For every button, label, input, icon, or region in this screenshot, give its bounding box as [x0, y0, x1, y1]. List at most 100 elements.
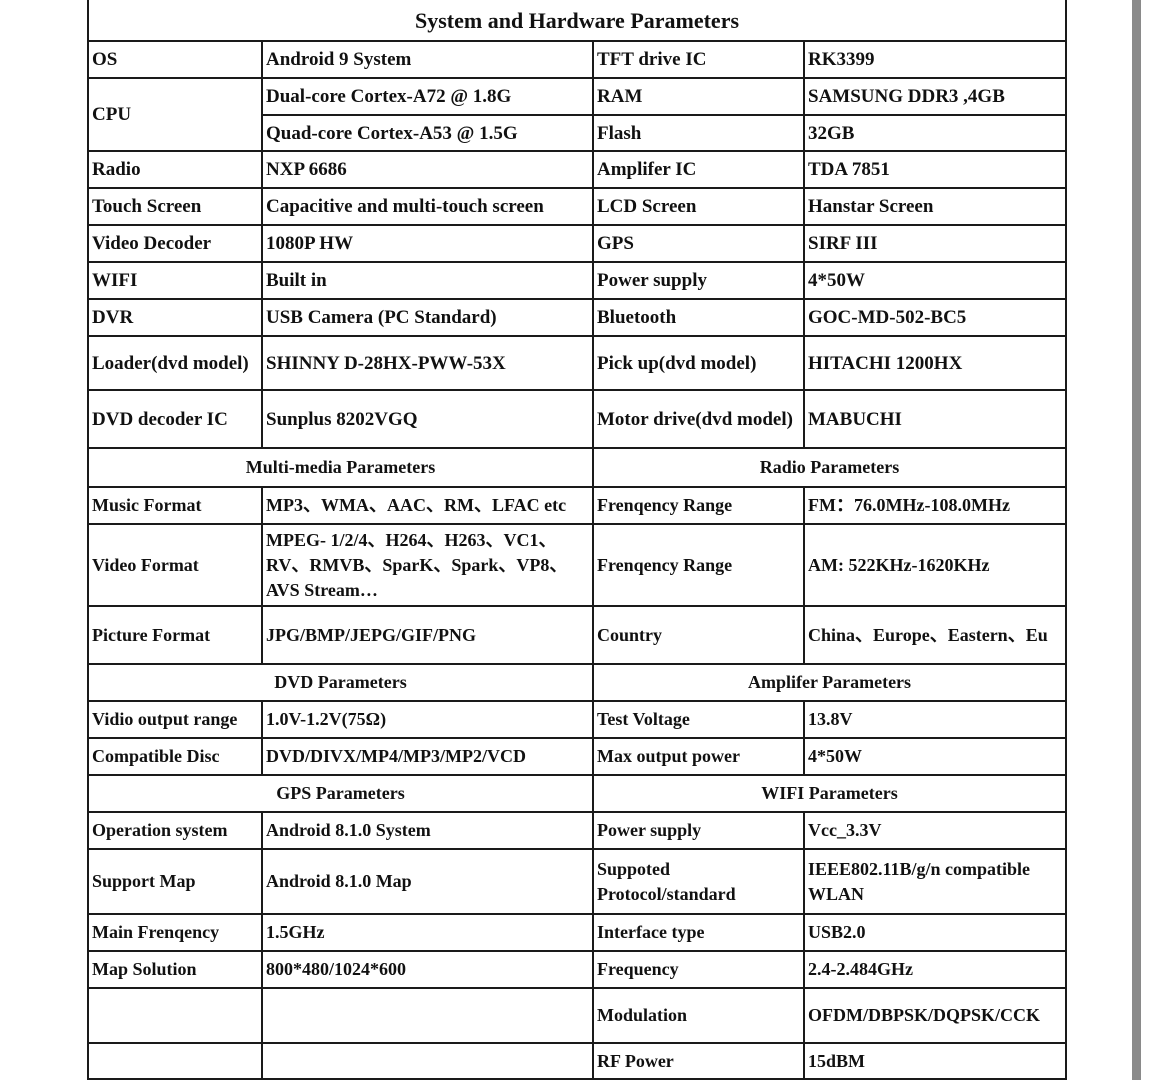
param-label: Radio [87, 150, 263, 189]
param-label: Map Solution [87, 950, 263, 989]
param-value [261, 987, 594, 1044]
param-value: Hanstar Screen [802, 187, 1068, 226]
section-title: Amplifer Parameters [591, 663, 1068, 702]
param-label: Touch Screen [87, 187, 263, 226]
param-value: SIRF III [802, 224, 1068, 263]
param-label: Vidio output range [87, 700, 263, 739]
param-label: CPU [87, 77, 263, 152]
param-label: RAM [592, 77, 805, 116]
param-value: 800*480/1024*600 [261, 950, 594, 989]
table-row: CPU Dual-core Cortex-A72 @ 1.8G RAM SAMSUNG… [87, 77, 1068, 152]
table-row: Video Format MPEG- 1/2/4、H264、H263、VC1、RV… [87, 523, 1068, 607]
spec-table: System and Hardware Parameters OS Android… [86, 0, 1068, 1080]
param-value: 1.0V-1.2V(75Ω) [261, 700, 594, 739]
param-value: TDA 7851 [802, 150, 1068, 189]
param-label: Test Voltage [592, 700, 805, 739]
section-title: WIFI Parameters [591, 774, 1068, 813]
param-label: Max output power [592, 737, 805, 776]
param-label: Music Format [87, 486, 263, 525]
param-label: WIFI [87, 261, 263, 300]
table-row: Radio NXP 6686 Amplifer IC TDA 7851 [87, 150, 1068, 189]
param-value: Quad-core Cortex-A53 @ 1.5G [261, 114, 594, 152]
param-value: 13.8V [802, 700, 1068, 739]
param-value: 1080P HW [261, 224, 594, 263]
param-label: DVR [87, 298, 263, 337]
param-value: Dual-core Cortex-A72 @ 1.8G [261, 77, 594, 116]
param-label: Country [592, 605, 805, 665]
param-label: Flash [592, 114, 805, 152]
param-label [87, 1042, 263, 1080]
param-label: Main Frenqency [87, 913, 263, 952]
param-label: Video Decoder [87, 224, 263, 263]
param-label: Support Map [87, 848, 263, 915]
param-label: Operation system [87, 811, 263, 850]
table-row: DVD decoder IC Sunplus 8202VGQ Motor drive… [87, 389, 1068, 449]
param-label: TFT drive IC [592, 40, 805, 79]
param-value: Vcc_3.3V [802, 811, 1068, 850]
scrollbar[interactable] [1132, 0, 1141, 1080]
section-header-row: GPS Parameters WIFI Parameters [87, 774, 1068, 813]
param-value: AM: 522KHz-1620KHz [802, 523, 1068, 607]
param-value: MP3、WMA、AAC、RM、LFAC etc [261, 486, 594, 525]
param-value: Built in [261, 261, 594, 300]
table-row: WIFI Built in Power supply 4*50W [87, 261, 1068, 300]
param-label: Picture Format [87, 605, 263, 665]
section-title: Multi-media Parameters [87, 447, 594, 488]
table-row: OS Android 9 System TFT drive IC RK3399 [87, 40, 1068, 79]
table-row: Support Map Android 8.1.0 Map Suppoted Pro… [87, 848, 1068, 915]
param-value: NXP 6686 [261, 150, 594, 189]
param-value: 2.4-2.484GHz [802, 950, 1068, 989]
param-value: Capacitive and multi-touch screen [261, 187, 594, 226]
param-label: Video Format [87, 523, 263, 607]
param-value: RK3399 [802, 40, 1068, 79]
table-row: Loader(dvd model) SHINNY D-28HX-PWW-53X Pi… [87, 335, 1068, 391]
table-row: Map Solution 800*480/1024*600 Frequency 2.4… [87, 950, 1068, 989]
param-value: 1.5GHz [261, 913, 594, 952]
section-title: Radio Parameters [591, 447, 1068, 488]
param-value: MABUCHI [802, 389, 1068, 449]
param-label: LCD Screen [592, 187, 805, 226]
param-value: FM：76.0MHz-108.0MHz [802, 486, 1068, 525]
param-label: Motor drive(dvd model) [592, 389, 805, 449]
table-row: Vidio output range 1.0V-1.2V(75Ω) Test Vol… [87, 700, 1068, 739]
section-header-row: Multi-media Parameters Radio Parameters [87, 447, 1068, 488]
param-label: Power supply [592, 811, 805, 850]
param-value: 4*50W [802, 261, 1068, 300]
table-row: Operation system Android 8.1.0 System Powe… [87, 811, 1068, 850]
param-label: Pick up(dvd model) [592, 335, 805, 391]
param-label: DVD decoder IC [87, 389, 263, 449]
param-value: Android 8.1.0 Map [261, 848, 594, 915]
table-row: Music Format MP3、WMA、AAC、RM、LFAC etc Frenq… [87, 486, 1068, 525]
param-value: MPEG- 1/2/4、H264、H263、VC1、RV、RMVB、SparK、… [261, 523, 594, 607]
table-row: Modulation OFDM/DBPSK/DQPSK/CCK [87, 987, 1068, 1044]
param-value: 15dBM [802, 1042, 1068, 1080]
table-row: RF Power 15dBM [87, 1042, 1068, 1080]
param-value: Android 9 System [261, 40, 594, 79]
param-value: IEEE802.11B/g/n compatible WLAN [802, 848, 1068, 915]
param-value: GOC-MD-502-BC5 [802, 298, 1068, 337]
param-value: 32GB [802, 114, 1068, 152]
table-row: Compatible Disc DVD/DIVX/MP4/MP3/MP2/VCD M… [87, 737, 1068, 776]
table-row: Video Decoder 1080P HW GPS SIRF III [87, 224, 1068, 263]
param-label: Compatible Disc [87, 737, 263, 776]
param-label: Interface type [592, 913, 805, 952]
param-value: China、Europe、Eastern、Eu [802, 605, 1068, 665]
section-title: DVD Parameters [87, 663, 594, 702]
param-value: USB2.0 [802, 913, 1068, 952]
param-value: Android 8.1.0 System [261, 811, 594, 850]
param-value: 4*50W [802, 737, 1068, 776]
param-label: Power supply [592, 261, 805, 300]
param-label: Frequency [592, 950, 805, 989]
param-value: HITACHI 1200HX [802, 335, 1068, 391]
table-row: Main Frenqency 1.5GHz Interface type USB2.0 [87, 913, 1068, 952]
param-value: JPG/BMP/JEPG/GIF/PNG [261, 605, 594, 665]
param-label: Suppoted Protocol/standard [592, 848, 805, 915]
param-label: Modulation [592, 987, 805, 1044]
section-title: GPS Parameters [87, 774, 594, 813]
param-label: Frenqency Range [592, 523, 805, 607]
table-title: System and Hardware Parameters [86, 0, 1068, 42]
param-label: Amplifer IC [592, 150, 805, 189]
table-row: DVR USB Camera (PC Standard) Bluetooth GOC-… [87, 298, 1068, 337]
param-label: Bluetooth [592, 298, 805, 337]
table-row: Quad-core Cortex-A53 @ 1.5G Flash 32GB [88, 114, 1068, 152]
